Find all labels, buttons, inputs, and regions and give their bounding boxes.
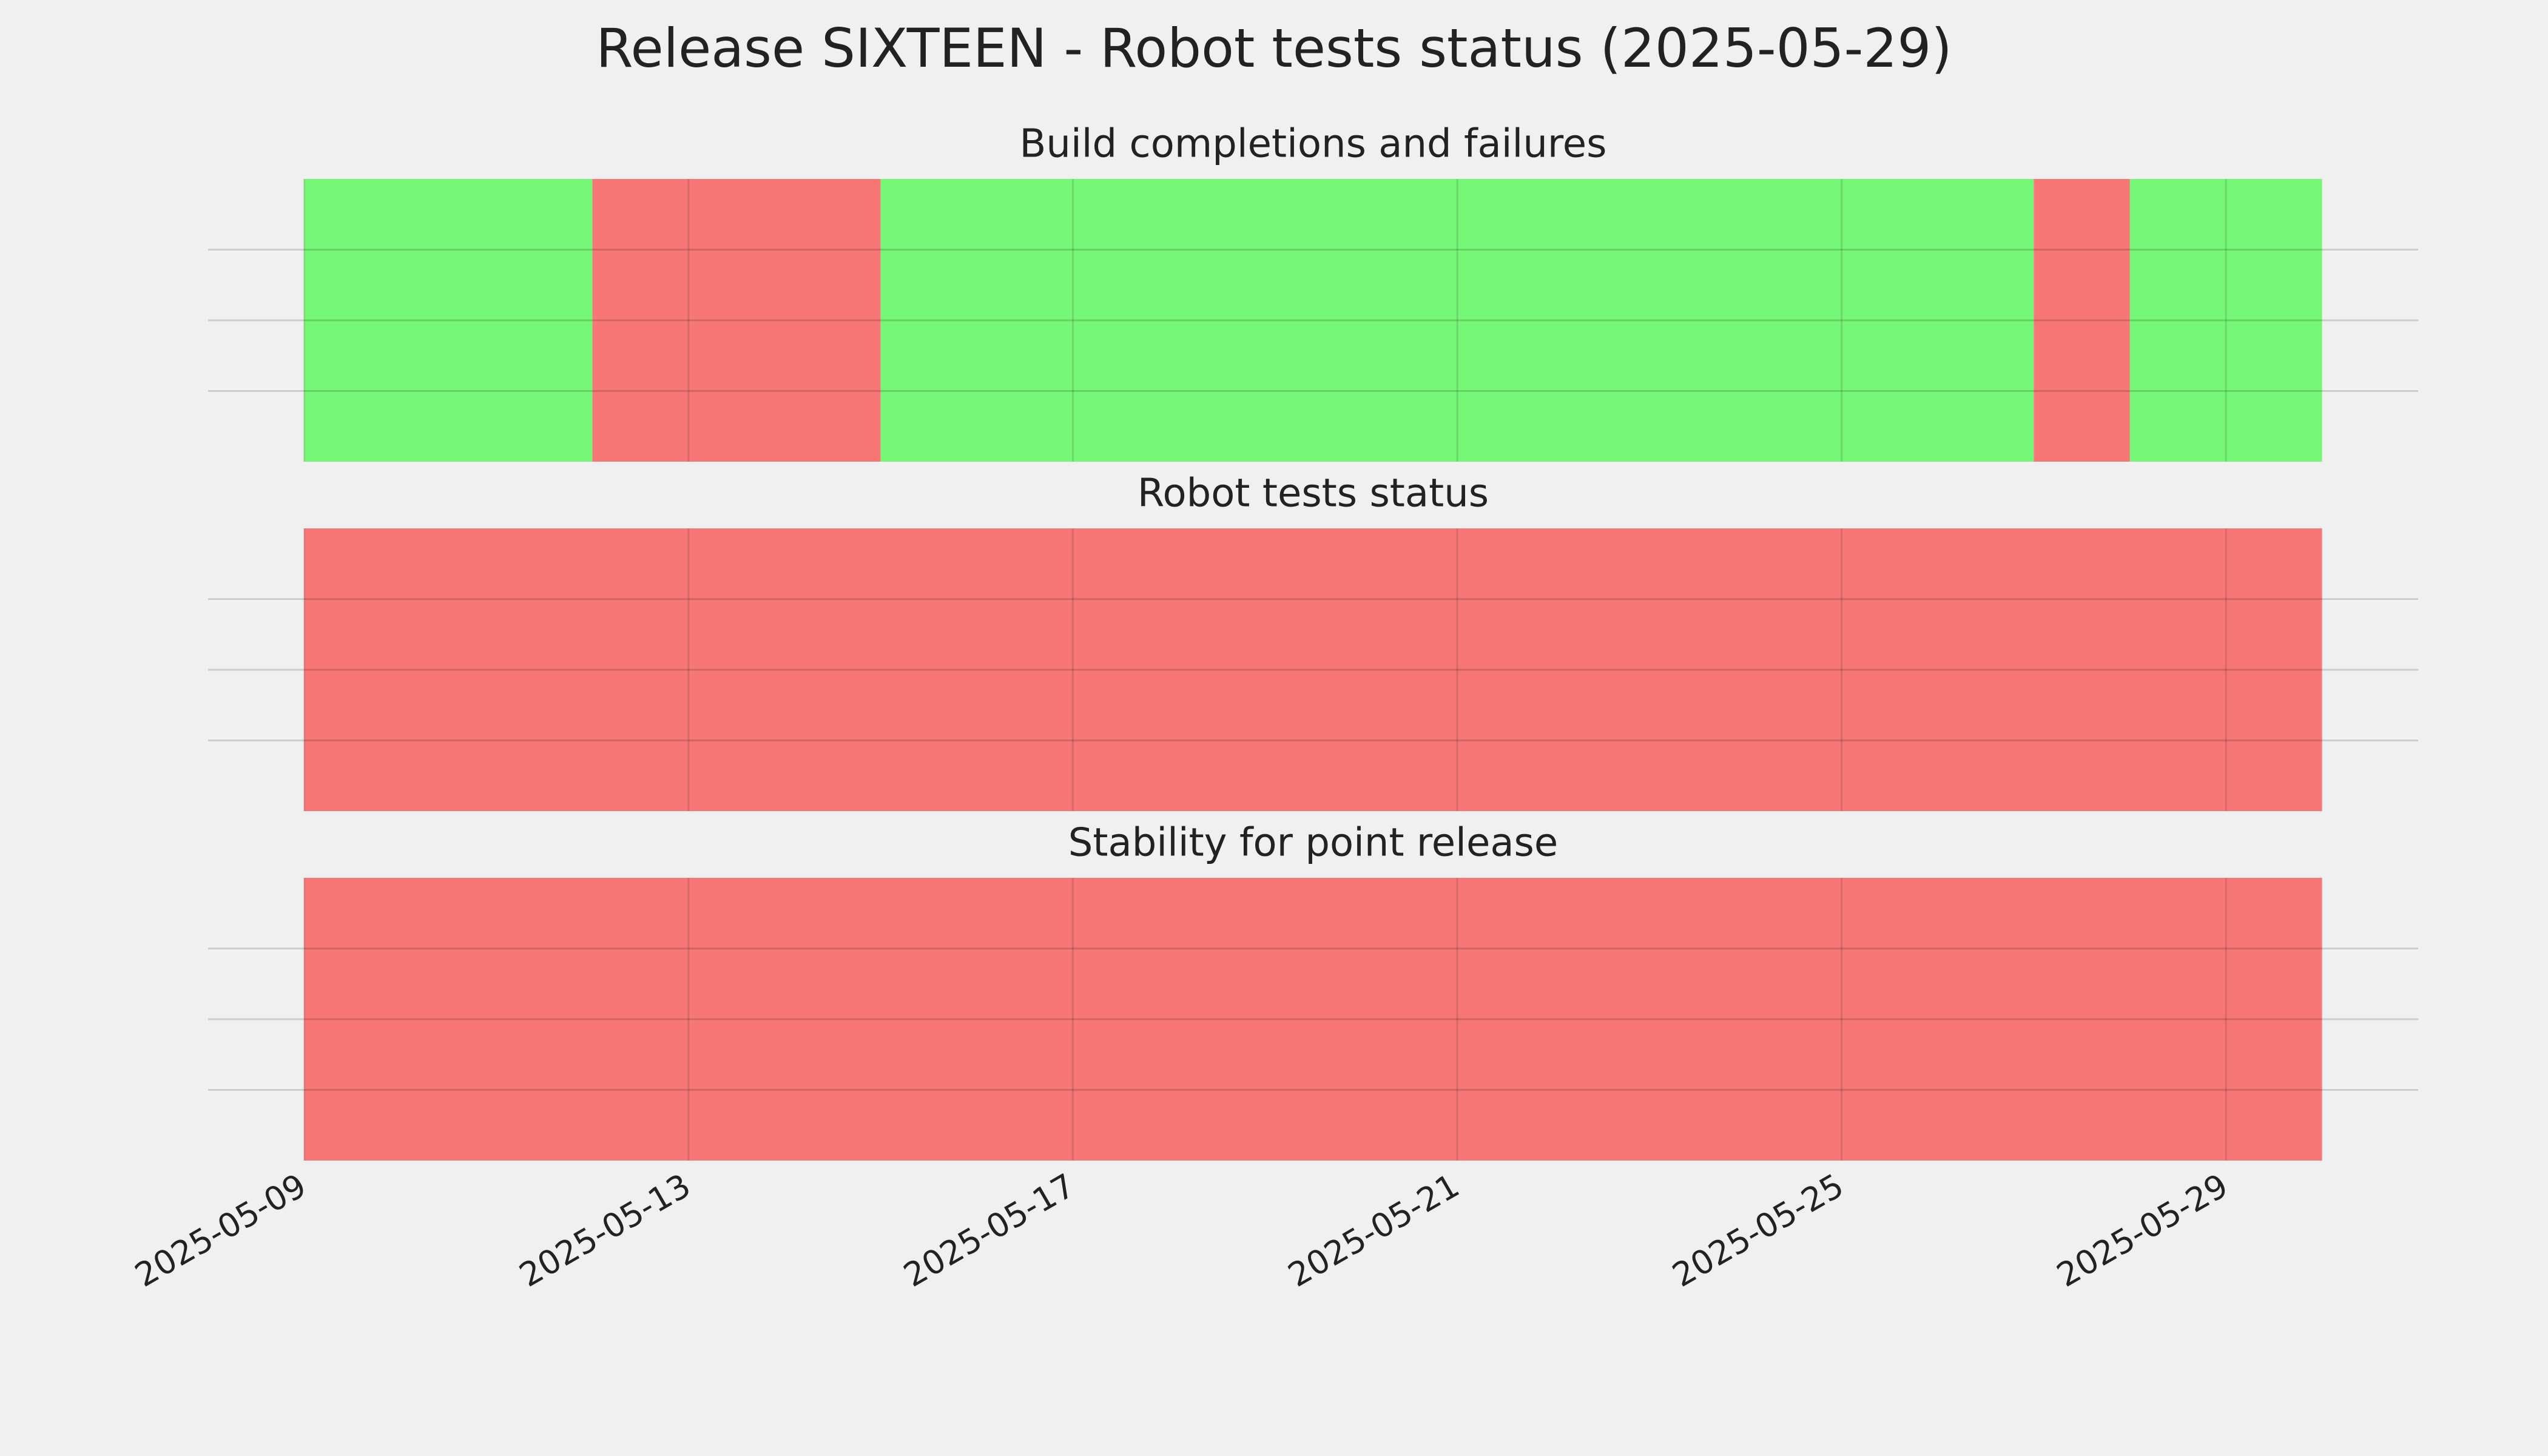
status-span bbox=[304, 878, 2322, 1161]
status-span bbox=[2034, 179, 2130, 462]
status-span bbox=[2129, 179, 2322, 462]
status-span bbox=[592, 179, 881, 462]
status-span bbox=[304, 179, 593, 462]
panel-title: Robot tests status bbox=[1138, 471, 1489, 516]
status-span bbox=[880, 179, 2034, 462]
chart-title: Release SIXTEEN - Robot tests status (20… bbox=[596, 17, 1952, 79]
status-span bbox=[304, 528, 2322, 811]
panel-title: Stability for point release bbox=[1068, 821, 1559, 866]
panel-title: Build completions and failures bbox=[1020, 122, 1607, 167]
